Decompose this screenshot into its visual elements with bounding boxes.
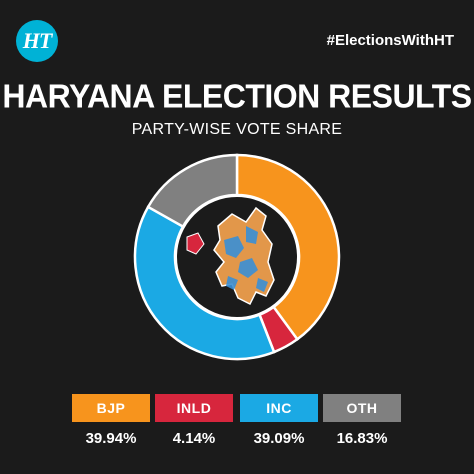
value-label-inld: 4.14%: [172, 430, 216, 447]
hashtag: #ElectionsWithHT: [326, 32, 454, 49]
legend-inld: INLD: [155, 394, 233, 422]
legend-bjp: BJP: [72, 394, 150, 422]
value-label-inc: 39.09%: [253, 430, 305, 447]
ht-logo: HT: [16, 20, 58, 62]
chart-subtitle: PARTY-WISE VOTE SHARE: [131, 121, 343, 138]
legend-oth: OTH: [323, 394, 401, 422]
value-label-oth: 16.83%: [336, 430, 388, 447]
legend-inc: INC: [240, 394, 318, 422]
haryana-map-icon: [186, 206, 275, 306]
chart-title: HARYANA ELECTION RESULTS: [2, 77, 472, 115]
value-label-bjp: 39.94%: [85, 430, 137, 447]
